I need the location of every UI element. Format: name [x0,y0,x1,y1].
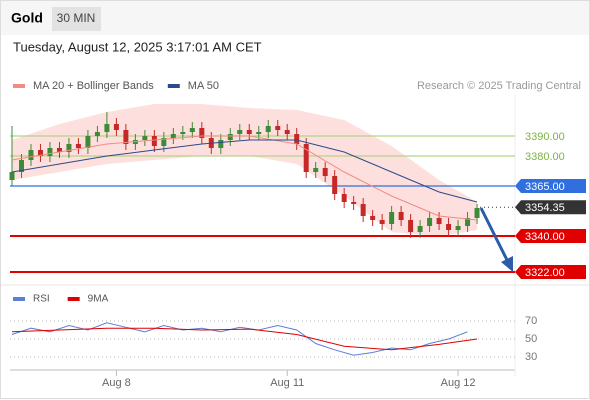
candle-body [256,132,262,134]
level-label-box [515,179,586,193]
candle-body [265,126,271,132]
candle-body [37,150,43,156]
candle-body [427,218,433,226]
candle-body [104,124,110,132]
candle-body [56,148,62,152]
candle-body [94,132,100,136]
level-label-box [515,265,586,279]
candle-body [123,130,129,144]
level-label: 3390.00 [525,131,565,143]
candle-body [360,204,366,216]
interval-box [52,7,101,31]
candle-body [303,144,309,172]
candle-body [161,138,167,146]
candle-body [275,126,281,130]
level-label-box [515,200,586,215]
forecast-arrow [479,207,510,263]
candle-body [85,136,91,148]
rsi-line [11,327,478,351]
candle-body [389,212,395,224]
level-label: 3380.00 [525,151,565,163]
candle-body [47,148,53,156]
candle-body [199,128,205,138]
forecast-arrowhead [501,256,513,272]
candle-body [18,160,24,172]
candle-body [341,194,347,202]
ma-line [11,135,478,221]
candle-body [66,144,72,152]
candle-body [436,218,442,224]
ma-line [11,139,478,203]
level-label: 3322.00 [525,267,565,279]
level-label: 3365.00 [525,181,565,193]
candle-body [398,212,404,220]
candle-body [227,134,233,140]
credit: Research © 2025 Trading Central [417,80,581,92]
candle-body [322,168,328,176]
candle-body [294,134,300,144]
candle-body [313,168,319,172]
candle-body [465,218,471,226]
candle-body [246,130,252,134]
legend-label: MA 50 [188,80,219,92]
level-label-box [515,229,586,243]
y-tick-label: 50 [525,333,537,345]
y-tick-label: 70 [525,315,537,327]
candle-body [284,130,290,134]
candle-body [180,132,186,134]
candle-body [474,208,480,218]
candle-body [75,144,81,148]
legend-label: MA 20 + Bollinger Bands [33,80,154,92]
candle-body [237,130,243,134]
candle-body [218,140,224,148]
legend-label: 9MA [88,294,109,305]
candle-body [408,220,414,232]
candle-body [189,128,195,132]
candle-body [113,124,119,130]
level-label: 3340.00 [525,231,565,243]
interval: 30 MIN [57,11,96,25]
x-tick-label: Aug 8 [102,377,131,389]
candle-body [455,226,461,230]
y-tick-label: 30 [525,351,537,363]
candle-body [28,150,34,160]
candle-body [142,136,148,140]
level-label: 3354.35 [525,202,565,214]
x-tick-label: Aug 12 [441,377,476,389]
candle-body [351,202,357,204]
candle-body [446,224,452,230]
timestamp: Tuesday, August 12, 2025 3:17:01 AM CET [13,39,262,54]
x-tick-label: Aug 11 [270,377,304,389]
candle-body [151,136,157,146]
candle-body [9,172,15,180]
candle-body [332,176,338,194]
candle-body [170,134,176,138]
candle-body [370,216,376,220]
title: Gold [11,10,43,26]
candle-body [417,226,423,232]
legend-label: RSI [33,294,50,305]
candle-body [379,220,385,224]
rsi-line [11,322,468,356]
